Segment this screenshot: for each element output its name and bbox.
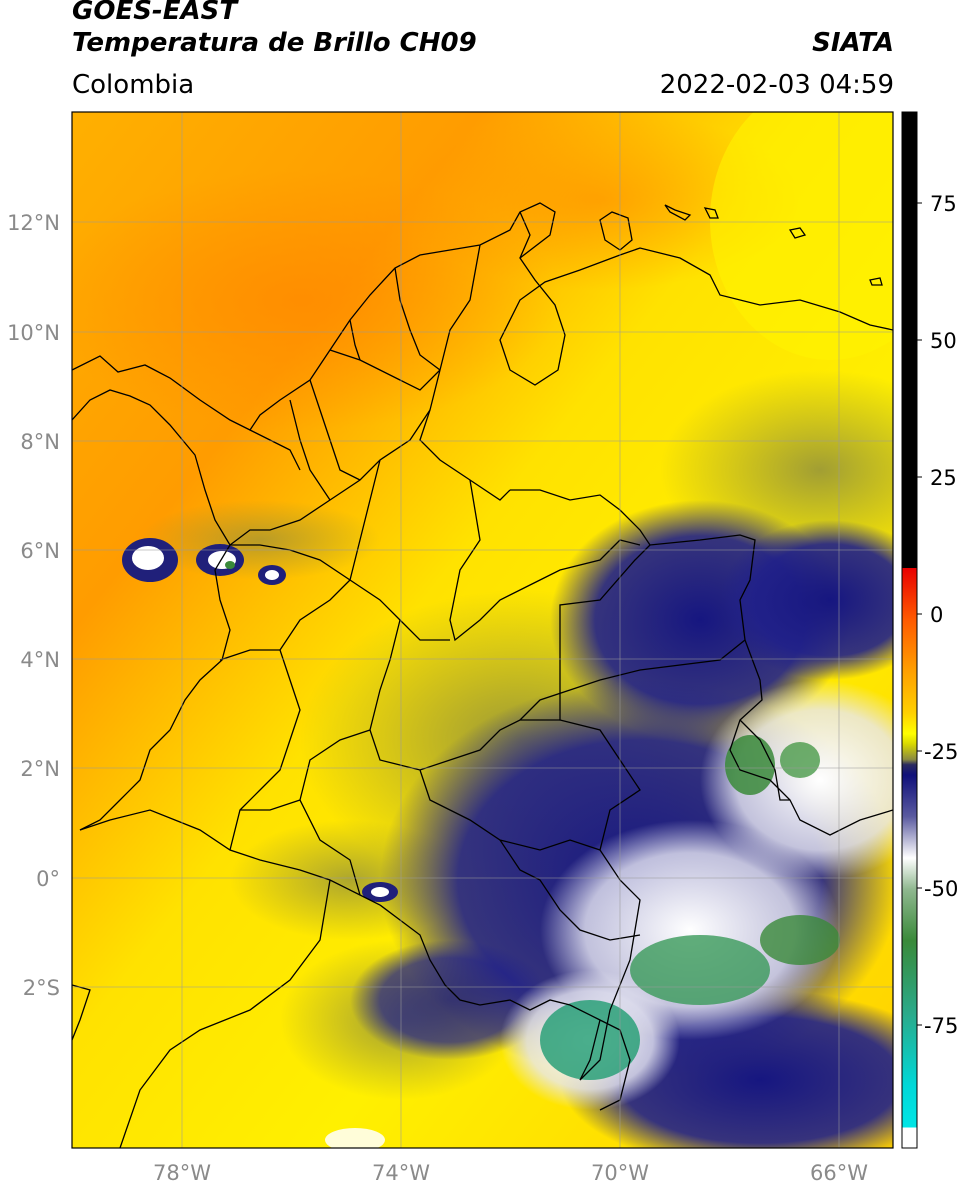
lon-label-70w: 70°W [591, 1161, 649, 1185]
colorbar: 75 50 25 0 -25 -50 -75 [901, 111, 958, 1149]
colorbar-tick-50: 50 [930, 329, 957, 353]
region-label: Colombia [72, 70, 195, 100]
colorbar-tick-75: 75 [930, 192, 957, 216]
lat-label-4n: 4°N [20, 648, 60, 672]
latitude-labels: 12°N 10°N 8°N 6°N 4°N 2°N 0° 2°S [7, 211, 60, 1000]
lat-label-2s: 2°S [23, 976, 60, 1000]
graticule [72, 112, 893, 1148]
timestamp-label: 2022-02-03 04:59 [659, 70, 894, 100]
lon-label-74w: 74°W [372, 1161, 430, 1185]
longitude-labels: 78°W 74°W 70°W 66°W [153, 1161, 868, 1185]
colorbar-tick-minus-75: -75 [924, 1014, 958, 1038]
colorbar-tick-25: 25 [930, 466, 957, 490]
lat-label-2n: 2°N [20, 757, 60, 781]
title-product: Temperatura de Brillo CH09 [72, 28, 477, 58]
agency-label: SIATA [812, 28, 894, 58]
lat-label-10n: 10°N [7, 321, 60, 345]
lat-label-6n: 6°N [20, 539, 60, 563]
colorbar-tick-minus-50: -50 [924, 877, 958, 901]
map-frame [71, 111, 894, 1149]
lon-label-78w: 78°W [153, 1161, 211, 1185]
colorbar-tick-0: 0 [930, 603, 943, 627]
lat-label-12n: 12°N [7, 211, 60, 235]
lon-label-66w: 66°W [810, 1161, 868, 1185]
satellite-imagery [72, 112, 893, 1148]
lat-label-8n: 8°N [20, 430, 60, 454]
lat-label-0: 0° [36, 867, 60, 891]
title-satellite: GOES-EAST [72, 0, 238, 26]
colorbar-tick-minus-25: -25 [924, 740, 958, 764]
